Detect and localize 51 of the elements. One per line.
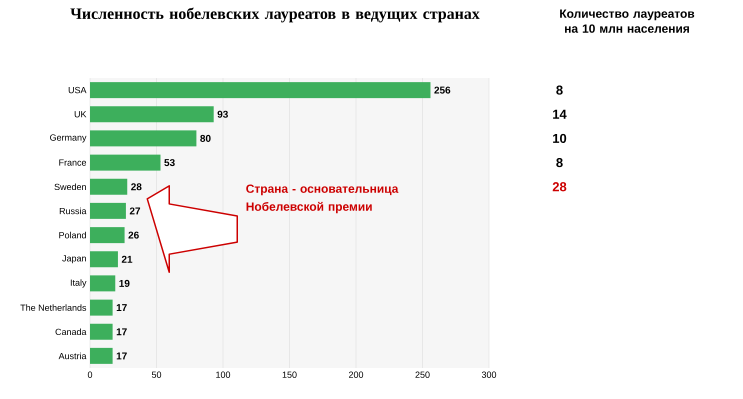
x-tick-label: 0 (88, 372, 92, 378)
data-label: 93 (218, 110, 228, 118)
chart-title: Численность нобелевских лауреатов в ведущих странах (70, 8, 480, 22)
y-tick-label: Poland (59, 232, 86, 238)
text: 8 (556, 158, 563, 168)
y-tick-label: Russia (60, 208, 86, 214)
text: 28 (552, 182, 566, 192)
x-tick-label: 250 (415, 372, 430, 378)
y-tick-label: Japan (62, 255, 86, 264)
data-label: 17 (116, 328, 127, 336)
y-tick-label: USA (68, 86, 86, 94)
data-label: 17 (116, 352, 127, 360)
data-label: 256 (434, 86, 450, 94)
y-tick-label: Austria (58, 352, 86, 360)
y-tick-label: Canada (56, 328, 86, 336)
annotation: Страна - основательница Нобелевской премии (246, 184, 398, 214)
data-label: 80 (200, 134, 211, 142)
bar (90, 348, 113, 364)
data-label: 19 (119, 280, 130, 287)
bar (90, 251, 118, 268)
text: 10 (553, 134, 566, 144)
bar (90, 227, 125, 244)
text: Количество лауреатов на 10 млн населения (560, 10, 694, 33)
bar (90, 82, 430, 98)
x-tick-label: 150 (282, 372, 297, 378)
x-tick-label: 300 (482, 372, 496, 378)
y-tick-label: UK (74, 111, 86, 118)
bar (90, 300, 113, 316)
bar (90, 275, 116, 292)
data-label: 17 (116, 304, 127, 312)
bar (90, 202, 126, 219)
bar (90, 130, 196, 146)
y-tick-label: France (59, 159, 86, 166)
data-label: 53 (164, 159, 175, 166)
bar (90, 324, 113, 340)
y-tick-label: The Netherlands (20, 304, 86, 311)
y-tick-label: Sweden (54, 183, 86, 190)
y-tick-label: Germany (50, 134, 86, 142)
x-tick-label: 200 (348, 372, 364, 378)
x-tick-label: 100 (216, 372, 230, 378)
data-label: 28 (131, 183, 142, 190)
y-tick-label: Italy (70, 279, 86, 288)
bar (90, 178, 128, 195)
bar (90, 154, 160, 171)
x-tick-label: 50 (152, 372, 162, 378)
text: 8 (556, 86, 563, 95)
data-label: 26 (128, 232, 139, 239)
data-label: 21 (122, 256, 132, 263)
data-label: 27 (130, 207, 140, 214)
text: 14 (553, 110, 567, 119)
bar (90, 106, 214, 122)
